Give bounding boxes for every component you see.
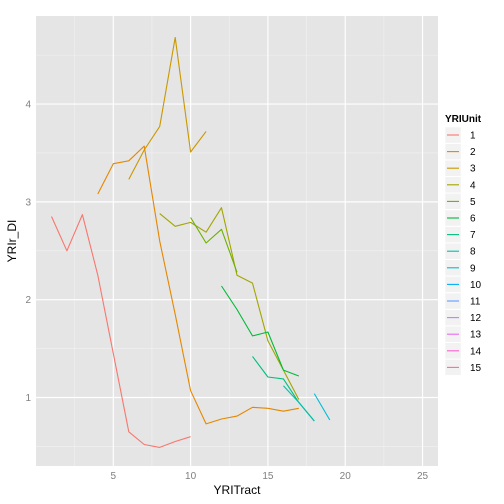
x-tick-label: 20 — [340, 471, 352, 482]
legend-label-11: 11 — [470, 297, 481, 308]
y-tick-label: 3 — [25, 197, 31, 208]
series-lines — [50, 36, 331, 448]
series-line-2 — [97, 145, 299, 425]
grid-lines — [36, 16, 438, 466]
legend-label-7: 7 — [470, 230, 476, 241]
series-line-6 — [221, 285, 299, 377]
y-tick-label: 4 — [25, 100, 31, 111]
legend-label-10: 10 — [470, 280, 482, 291]
y-tick-label: 2 — [25, 295, 31, 306]
x-axis-label: YRITract — [214, 483, 262, 497]
y-tick-labels: 1 2 3 4 — [25, 100, 31, 404]
plot-panel — [36, 16, 438, 466]
series-line-3 — [128, 36, 207, 180]
x-tick-label: 25 — [417, 471, 429, 482]
legend-label-8: 8 — [470, 247, 476, 258]
series-line-1 — [50, 214, 191, 448]
x-tick-labels: 5 10 15 20 25 — [111, 471, 429, 482]
series-line-4 — [159, 207, 300, 400]
y-tick-label: 1 — [25, 393, 31, 404]
legend-label-2: 2 — [470, 147, 476, 158]
legend-label-1: 1 — [470, 131, 476, 142]
series-line-5 — [190, 217, 238, 273]
x-tick-label: 10 — [185, 471, 197, 482]
legend-label-5: 5 — [470, 197, 476, 208]
legend-label-3: 3 — [470, 164, 476, 175]
legend-label-15: 15 — [470, 363, 482, 374]
legend-label-12: 12 — [470, 313, 482, 324]
x-tick-label: 15 — [262, 471, 274, 482]
series-line-8 — [282, 385, 315, 422]
legend-label-9: 9 — [470, 263, 476, 274]
legend-label-13: 13 — [470, 330, 482, 341]
series-line-9 — [313, 393, 331, 421]
legend-label-14: 14 — [470, 346, 482, 357]
legend-label-6: 6 — [470, 214, 476, 225]
legend-title: YRIUnit — [445, 114, 482, 125]
x-tick-label: 5 — [111, 471, 117, 482]
legend-label-4: 4 — [470, 180, 476, 191]
y-axis-label: YRIr_DI — [5, 220, 19, 263]
